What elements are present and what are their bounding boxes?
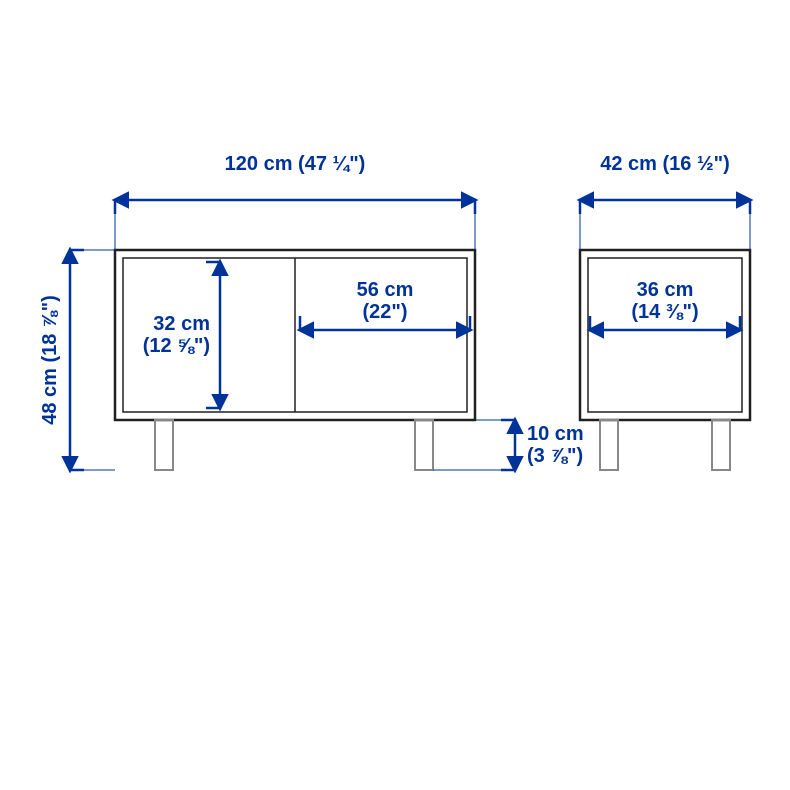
leg [155,420,173,470]
dim-label: 42 cm (16 ½") [600,153,730,175]
dim-label: (14 ⅜") [631,301,698,323]
dim-label: (22") [362,301,407,323]
leg [600,420,618,470]
dim-label: (3 ⅞") [527,445,583,467]
dim-label: 56 cm [357,279,414,301]
side-body [580,250,750,420]
leg [415,420,433,470]
dim-label: 48 cm (18 ⅞") [39,295,61,425]
dim-label: 120 cm (47 ¼") [225,153,366,175]
dim-label: 10 cm [527,423,584,445]
dim-label: 36 cm [637,279,694,301]
leg [712,420,730,470]
dim-label: (12 ⅝") [143,335,210,357]
dim-label: 32 cm [153,313,210,335]
